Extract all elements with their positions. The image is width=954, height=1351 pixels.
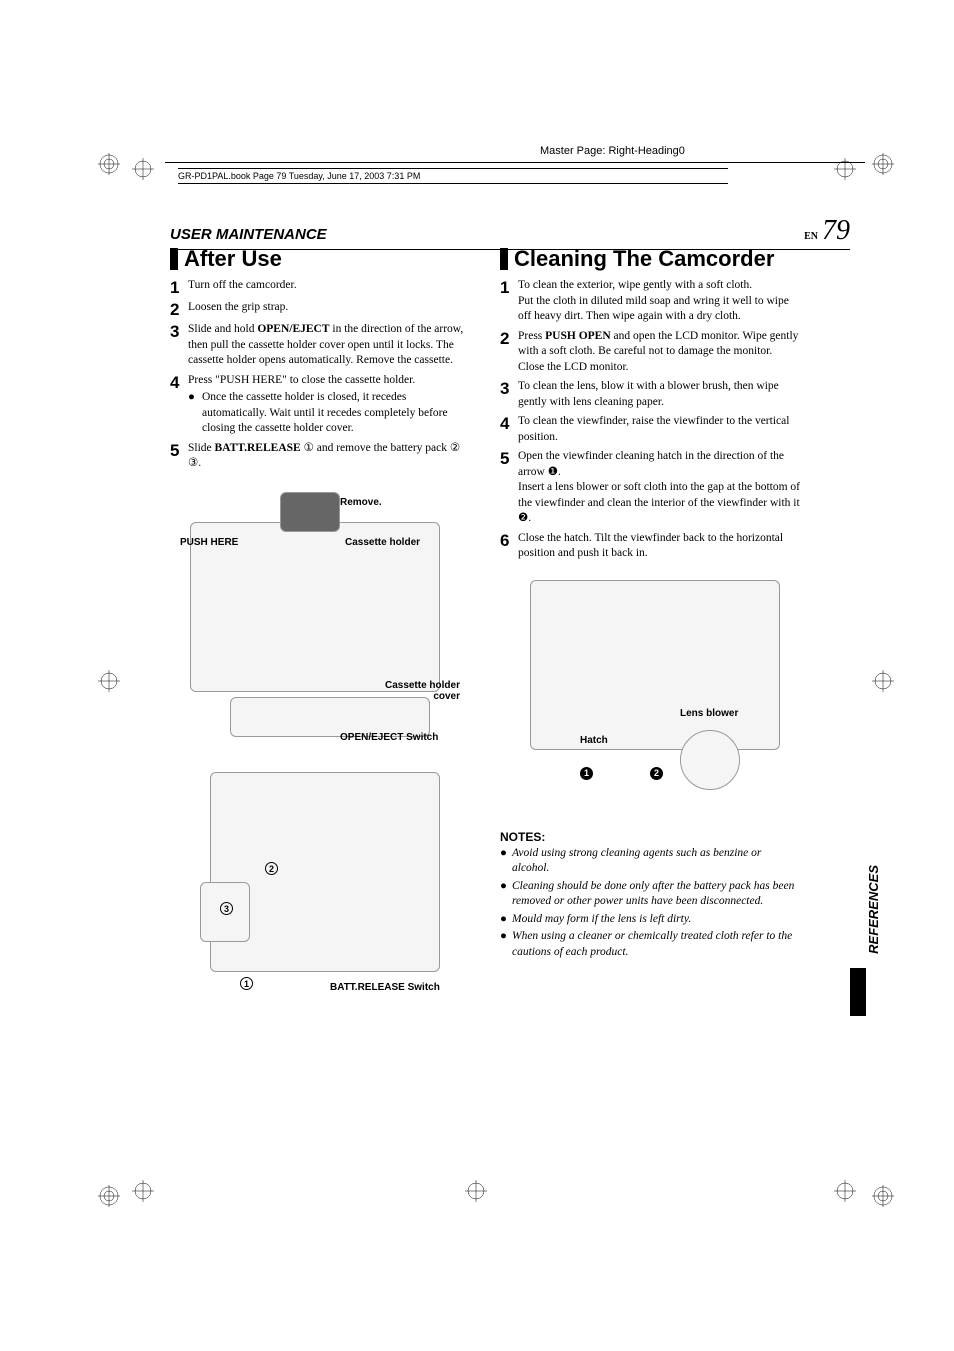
master-page-label: Master Page: Right-Heading0 [540, 145, 685, 157]
fig-label-lens-blower: Lens blower [680, 708, 738, 719]
note-item: ●When using a cleaner or chemically trea… [500, 929, 800, 960]
reg-mark-icon [132, 158, 154, 180]
step-number: 2 [170, 301, 188, 318]
fig-label-batt-release: BATT.RELEASE Switch [330, 982, 440, 993]
step: 2 Press PUSH OPEN and open the LCD monit… [500, 329, 800, 376]
reg-mark-icon [872, 1185, 894, 1207]
note-item: ●Mould may form if the lens is left dirt… [500, 912, 800, 928]
reg-mark-icon [98, 670, 120, 692]
reg-mark-icon [872, 670, 894, 692]
step-number: 5 [170, 442, 188, 459]
reg-mark-icon [872, 153, 894, 175]
step: 1 Turn off the camcorder. [170, 278, 470, 296]
cleaning-heading: Cleaning The Camcorder [500, 248, 800, 270]
step-body: Press "PUSH HERE" to close the cassette … [188, 373, 470, 437]
step-number: 4 [500, 415, 518, 432]
side-tab-marker [850, 968, 866, 1016]
section-title: USER MAINTENANCE [170, 226, 327, 243]
step: 1 To clean the exterior, wipe gently wit… [500, 278, 800, 325]
step: 2 Loosen the grip strap. [170, 300, 470, 318]
step: 4 Press "PUSH HERE" to close the cassett… [170, 373, 470, 437]
figure-cleaning: Hatch Lens blower 1 2 [500, 570, 800, 820]
right-column: Cleaning The Camcorder 1 To clean the ex… [500, 248, 800, 1022]
page-lang: EN [804, 231, 818, 242]
step-body: Loosen the grip strap. [188, 300, 470, 316]
fig-label-push-here: PUSH HERE [180, 537, 238, 548]
reg-mark-icon [132, 1180, 154, 1202]
page-number: 79 [822, 215, 850, 247]
reg-mark-icon [834, 1180, 856, 1202]
step-number: 3 [170, 323, 188, 340]
reg-mark-icon [465, 1180, 487, 1202]
step-body: Open the viewfinder cleaning hatch in th… [518, 449, 800, 527]
step: 4 To clean the viewfinder, raise the vie… [500, 414, 800, 445]
step-body: Slide and hold OPEN/EJECT in the directi… [188, 322, 470, 369]
left-column: After Use 1 Turn off the camcorder. 2 Lo… [170, 248, 470, 1022]
step-body: Turn off the camcorder. [188, 278, 470, 294]
side-tab-references: REFERENCES [866, 865, 881, 954]
step-number: 1 [500, 279, 518, 296]
fig-label-cassette-holder: Cassette holder [345, 537, 420, 548]
step-body: Slide BATT.RELEASE ① and remove the batt… [188, 441, 470, 472]
step-body: Press PUSH OPEN and open the LCD monitor… [518, 329, 800, 376]
reg-mark-icon [98, 1185, 120, 1207]
step: 3 To clean the lens, blow it with a blow… [500, 379, 800, 410]
step-body: To clean the viewfinder, raise the viewf… [518, 414, 800, 445]
notes-heading: NOTES: [500, 830, 800, 844]
step-number: 2 [500, 330, 518, 347]
fig-label-remove: Remove. [340, 497, 382, 508]
step-body: Close the hatch. Tilt the viewfinder bac… [518, 531, 800, 562]
after-use-heading: After Use [170, 248, 470, 270]
step-number: 4 [170, 374, 188, 391]
step: 5 Slide BATT.RELEASE ① and remove the ba… [170, 441, 470, 472]
step: 3 Slide and hold OPEN/EJECT in the direc… [170, 322, 470, 369]
step-number: 6 [500, 532, 518, 549]
step-number: 3 [500, 380, 518, 397]
step-number: 1 [170, 279, 188, 296]
step: 6 Close the hatch. Tilt the viewfinder b… [500, 531, 800, 562]
step-number: 5 [500, 450, 518, 467]
header-rule [165, 162, 865, 163]
step-body: To clean the lens, blow it with a blower… [518, 379, 800, 410]
note-item: ●Cleaning should be done only after the … [500, 879, 800, 910]
step: 5 Open the viewfinder cleaning hatch in … [500, 449, 800, 527]
note-item: ●Avoid using strong cleaning agents such… [500, 846, 800, 877]
section-header: USER MAINTENANCE EN 79 [170, 215, 850, 250]
fig-label-hatch: Hatch [580, 735, 608, 746]
fig-label-cassette-cover: Cassette holder cover [370, 680, 460, 702]
step-body: To clean the exterior, wipe gently with … [518, 278, 800, 325]
figure-after-use: Remove. PUSH HERE Cassette holder Casset… [170, 482, 470, 1022]
reg-mark-icon [98, 153, 120, 175]
fig-label-open-eject: OPEN/EJECT Switch [340, 732, 438, 743]
book-header: GR-PD1PAL.book Page 79 Tuesday, June 17,… [178, 168, 728, 184]
